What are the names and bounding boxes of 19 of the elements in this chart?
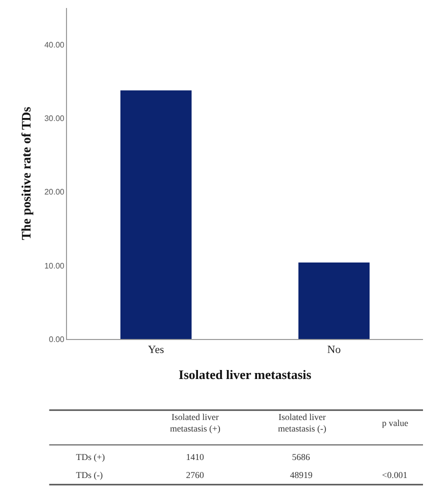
- y-axis-title: The positive rate of TDs: [18, 106, 34, 240]
- y-tick-label: 30.00: [44, 114, 65, 124]
- text: p value: [382, 418, 408, 428]
- x-tick-label: Yes: [148, 344, 164, 356]
- text: 48919: [290, 470, 313, 480]
- text: 1410: [186, 452, 204, 462]
- x-axis-title: Isolated liver metastasis: [178, 366, 312, 382]
- text: Isolated liver metastasis (+): [170, 412, 220, 434]
- text: TDs (-): [76, 470, 103, 480]
- text: 2760: [186, 470, 204, 480]
- x-tick-label: No: [327, 344, 342, 356]
- text: 5686: [292, 452, 310, 462]
- text: TDs (+): [76, 452, 105, 462]
- y-tick-label: 20.00: [44, 188, 65, 197]
- text: <0.001: [382, 470, 408, 480]
- y-tick-label: 0.00: [48, 334, 65, 344]
- text: Isolated liver metastasis (-): [278, 412, 326, 434]
- y-tick-label: 40.00: [44, 40, 65, 50]
- y-tick-label: 10.00: [44, 261, 65, 270]
